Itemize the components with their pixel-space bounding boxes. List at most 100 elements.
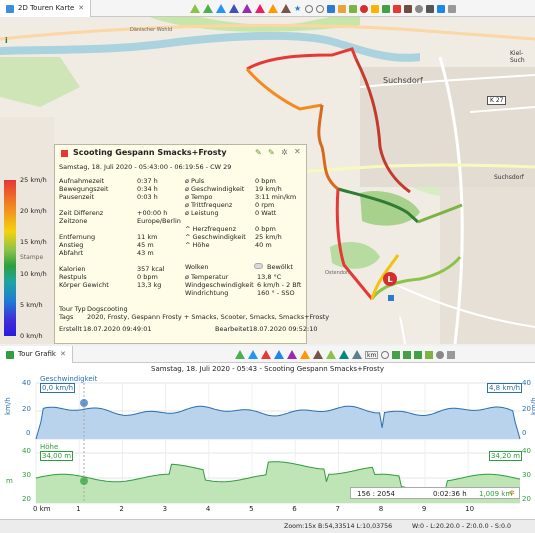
tour-color-speed-icon[interactable]	[229, 4, 239, 13]
tour-type-label: Tour Typ	[59, 305, 86, 313]
graph-gradient-icon[interactable]	[248, 350, 258, 359]
close-icon[interactable]: ✕	[294, 147, 301, 156]
chart-icon[interactable]	[382, 4, 390, 13]
speed-line	[35, 405, 521, 440]
height-hover-point	[80, 477, 88, 485]
popup-stat-value: 45 m	[137, 241, 154, 249]
km-button[interactable]: km	[365, 350, 379, 359]
map-provider-icon[interactable]	[437, 4, 445, 13]
menu-icon[interactable]	[448, 4, 456, 13]
height-value-right: 34,20 m	[489, 451, 523, 461]
legend-label: 15 km/h	[20, 238, 47, 246]
popup-stat-value: 0 rpm	[255, 201, 275, 209]
marker-icon[interactable]	[360, 4, 368, 13]
slider-icon[interactable]	[404, 4, 412, 13]
x-tick-label: 10	[465, 505, 475, 513]
tab-tour-graph-label: Tour Grafik	[18, 350, 56, 358]
created-value: 18.07.2020 09:49:01	[83, 325, 152, 333]
tour-color-gradient-icon[interactable]	[190, 4, 200, 13]
close-icon[interactable]: ✕	[78, 4, 85, 12]
graph-altimeter-icon[interactable]	[339, 350, 349, 359]
tour-color-pace-icon[interactable]	[242, 4, 252, 13]
popup-stat-label: Kalorien	[59, 265, 86, 273]
map-toolbar: ★	[190, 4, 456, 13]
edited-value: 18.07.2020 09:52:10	[249, 325, 318, 333]
tour-color-power-icon[interactable]	[255, 4, 265, 13]
graph-gear-icon[interactable]	[352, 350, 362, 359]
popup-stat-label: ø Geschwindigkeit	[185, 185, 245, 193]
settings-icon[interactable]: ✲	[281, 148, 288, 157]
info-icon[interactable]: i	[5, 36, 8, 45]
zoom-in-icon[interactable]	[392, 350, 401, 359]
popup-stat-value: 3:11 min/km	[255, 193, 297, 201]
graph-altitude-icon[interactable]	[235, 350, 245, 359]
sync-icon[interactable]	[338, 4, 346, 13]
dim-map-icon[interactable]	[426, 4, 434, 13]
graph-cadence-icon[interactable]	[313, 350, 323, 359]
map-label-suchsdorf: Suchsdorf	[383, 76, 423, 85]
popup-stat-value: 0:03 h	[137, 193, 158, 201]
graph-pulse-icon[interactable]	[261, 350, 271, 359]
time-button-icon[interactable]	[381, 350, 390, 359]
tab-2d-tour-map[interactable]: 2D Touren Karte ✕	[0, 0, 92, 17]
popup-stat-label: Abfahrt	[59, 249, 84, 257]
popup-date: Samstag, 18. Juli 2020 - 05:43:00 - 06:1…	[59, 163, 232, 171]
edited-label: Bearbeitet	[215, 325, 250, 333]
created-label: Erstellt	[59, 325, 82, 333]
popup-stat-label: ^ Geschwindigkeit	[185, 233, 246, 241]
x-tick-label: 1	[76, 505, 81, 513]
close-icon[interactable]: ✕	[59, 350, 66, 358]
photo-icon[interactable]	[371, 4, 379, 13]
zoom-in-icon[interactable]	[305, 4, 313, 13]
tour-color-pulse-icon[interactable]	[216, 4, 226, 13]
map-canvas[interactable]: L Suchsdorf Suchsdorf K 27 Kiel-Such Dän…	[0, 17, 535, 344]
legend-label: 20 km/h	[20, 207, 47, 215]
legend-label: 25 km/h	[20, 176, 47, 184]
speed-tick: 20	[22, 405, 31, 413]
tour-color-cadence-icon[interactable]	[268, 4, 278, 13]
map-label-daenischer-wohld: Dänischer Wohld	[130, 27, 173, 33]
graph-view-tabbar: Tour Grafik ✕ km	[0, 346, 535, 363]
tour-color-temperature-icon[interactable]	[281, 4, 291, 13]
zoom-out-icon[interactable]	[414, 350, 423, 359]
tour-color-altitude-icon[interactable]	[203, 4, 213, 13]
graph-pace-icon[interactable]	[287, 350, 297, 359]
popup-stat-value: 0:34 h	[137, 185, 158, 193]
popup-stat-value: 43 m	[137, 249, 154, 257]
map-label-kiel-suchsdorf: Kiel-Such	[510, 50, 525, 64]
tour-graph[interactable]: Samstag, 18. Juli 2020 - 05:43 - Scootin…	[0, 363, 535, 519]
graph-settings-icon[interactable]	[436, 350, 445, 359]
edit-tags-icon[interactable]: ✎	[268, 148, 275, 157]
popup-stat-value: 0 bpm	[255, 225, 276, 233]
graph-power-icon[interactable]	[300, 350, 310, 359]
popup-stat-label: Windrichtung	[185, 289, 229, 297]
graph-speed-icon[interactable]	[274, 350, 284, 359]
speed-value-left: 0,0 km/h	[40, 383, 76, 393]
legend-label: 5 km/h	[20, 301, 43, 309]
tab-tour-graph[interactable]: Tour Grafik ✕	[0, 346, 73, 363]
tour-icon[interactable]	[393, 4, 401, 13]
map-label-ostendorf: Ostendorf	[325, 270, 350, 276]
menu-icon[interactable]	[447, 350, 456, 359]
status-coordinates: B:54,33514 L:10,03756	[318, 523, 393, 530]
x-tick-label: 9	[421, 505, 427, 513]
speed-area	[36, 406, 520, 439]
graph-options-icon[interactable]	[425, 350, 434, 359]
star-icon[interactable]: ★	[294, 3, 302, 13]
height-tick: 30	[22, 471, 31, 479]
graph-temperature-icon[interactable]	[326, 350, 336, 359]
tags-value: 2020, Frosty, Gespann Frosty + Smacks, S…	[87, 313, 330, 321]
zoom-fit-icon[interactable]	[403, 350, 412, 359]
popup-title: Scooting Gespann Smacks+Frosty	[73, 148, 227, 157]
settings-icon[interactable]	[415, 4, 423, 13]
edit-icon[interactable]: ✎	[255, 148, 262, 157]
height-unit-left: m	[6, 477, 13, 485]
zoom-out-icon[interactable]	[316, 4, 324, 13]
center-icon[interactable]	[327, 4, 335, 13]
map-label-k27: K 27	[487, 96, 507, 105]
hover-time: 0:02:36 h	[433, 490, 467, 498]
speed-tick-right: 0	[522, 429, 527, 437]
layers-icon[interactable]	[349, 4, 357, 13]
hover-distance: 1,009 km	[479, 490, 513, 498]
graph-title: Samstag, 18. Juli 2020 - 05:43 - Scootin…	[151, 365, 384, 373]
